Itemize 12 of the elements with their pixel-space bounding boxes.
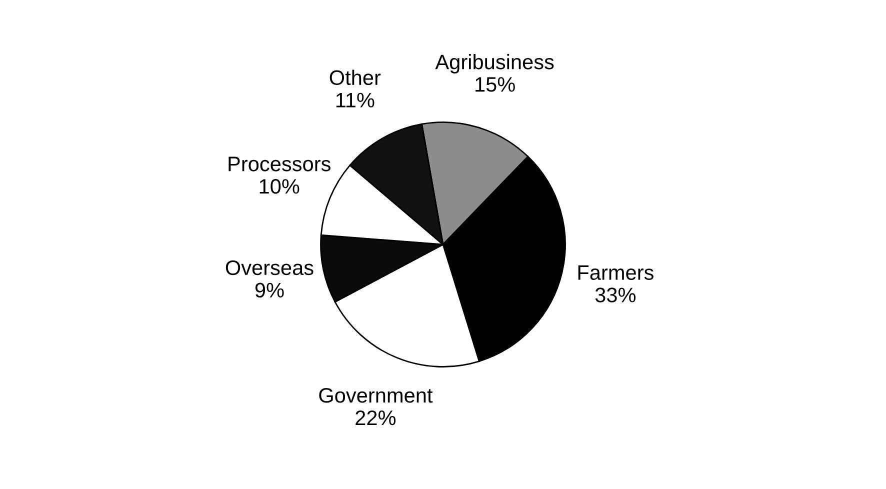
data-label: 22% <box>356 410 396 426</box>
slice-label: Government <box>319 388 433 403</box>
slice-label: Processors <box>228 156 330 172</box>
slice-label: Other <box>330 70 381 86</box>
data-label: 9% <box>255 282 284 298</box>
data-label: 11% <box>336 92 374 108</box>
data-label: 15% <box>476 77 515 92</box>
slice-label: Overseas <box>226 260 314 276</box>
slice-label: Farmers <box>578 265 654 280</box>
data-label: 10% <box>260 179 300 194</box>
slice-label: Agribusiness <box>435 54 554 74</box>
data-label: 33% <box>595 288 636 302</box>
